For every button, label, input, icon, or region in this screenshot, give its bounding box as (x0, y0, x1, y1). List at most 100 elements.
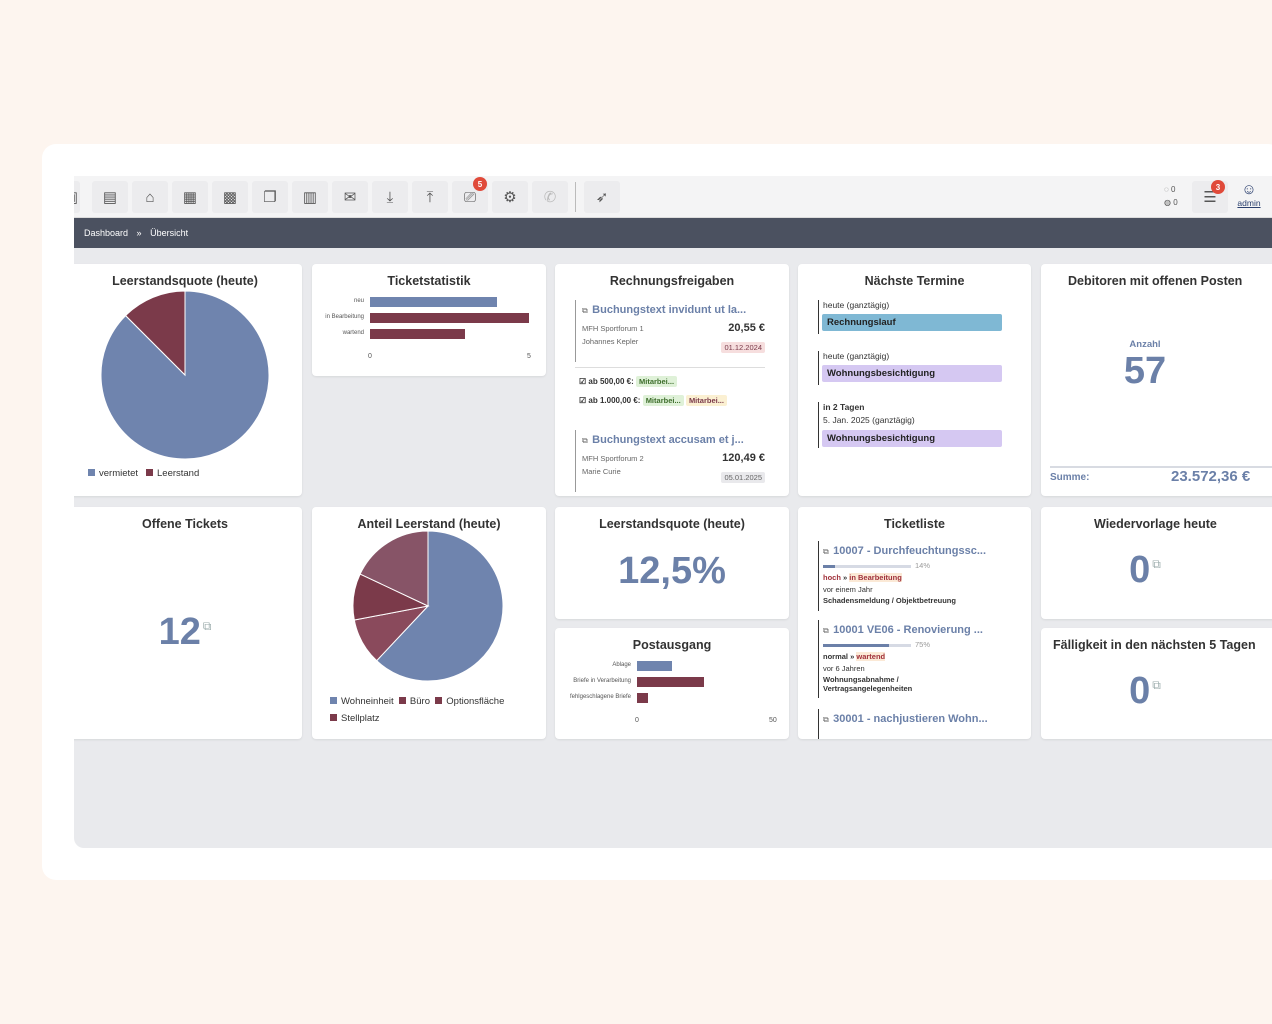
sum-label: Summe: (1050, 472, 1090, 483)
termin-item[interactable]: in 2 Tagen 5. Jan. 2025 (ganztägig) Wohn… (818, 402, 1004, 448)
divider (1050, 466, 1272, 468)
download-icon[interactable]: ⤓ (372, 181, 408, 213)
ticket-title[interactable]: 30001 - nachjustieren Wohn... (833, 713, 988, 725)
legend-buero: Büro (409, 696, 430, 707)
user-icon: ☺ (1241, 181, 1257, 198)
calendar-icon[interactable]: ▦ (172, 181, 208, 213)
card-wiedervorlage: Wiedervorlage heute 0 ⧉ (1041, 507, 1272, 619)
progress-fill (823, 644, 889, 647)
pie-chart-leerstand (100, 290, 270, 460)
card-anteil-leerstand: Anteil Leerstand (heute) Wohneinheit Bür… (312, 507, 546, 739)
bar-label: Ablage (612, 662, 631, 668)
invoice-object: MFH Sportforum 1 (582, 324, 644, 333)
bar-neu[interactable] (370, 297, 498, 307)
offene-tickets-value[interactable]: 12 ⧉ (74, 611, 302, 654)
pie-legend: vermietet Leerstand (88, 468, 199, 479)
bar-briefe-in-verarbeitung[interactable] (637, 677, 704, 687)
presence-counters[interactable]: ◌ 0 ◍ 0 (1164, 183, 1178, 209)
chat-icon: ◌ (1164, 185, 1169, 194)
bar-label: wartend (342, 330, 364, 336)
ticket-progress: 14% (823, 561, 1028, 571)
ticket-item[interactable]: ⧉ 10007 - Durchfeuchtungssc... 14% hoch … (818, 541, 1028, 611)
approval-row: ☑ ab 500,00 €: Mitarbei... (579, 376, 678, 387)
wiedervorlage-value[interactable]: 0 ⧉ (1041, 549, 1249, 592)
upload-icon[interactable]: ⤒ (412, 181, 448, 213)
breadcrumb-dashboard[interactable]: Dashboard (84, 228, 129, 238)
external-link-icon[interactable]: ⧉ (202, 619, 212, 634)
user-group-icon: ◍ (1164, 198, 1171, 207)
card-postausgang: Postausgang Ablage Briefe in Verarbeitung… (555, 628, 789, 739)
rocket-icon[interactable]: ➶ (584, 181, 620, 213)
messages-badge: 3 (1211, 180, 1225, 194)
legend-swatch-leerstand (146, 469, 153, 476)
pie-slice-leerstand[interactable] (124, 290, 186, 377)
gear-icon[interactable]: ⚙ (492, 181, 528, 213)
legend-swatch (330, 697, 337, 704)
card-title: Leerstandsquote (heute) (112, 274, 258, 288)
termin-item[interactable]: heute (ganztägig) Wohnungsbesichtigung (818, 351, 1004, 385)
invoice-date: 05.01.2025 (721, 472, 765, 483)
checkbox-icon[interactable]: ☑ (579, 396, 587, 405)
ticket-age: vor 6 Jahren (823, 664, 865, 673)
ticket-title[interactable]: 10001 VE06 - Renovierung ... (833, 624, 983, 636)
invoice-title[interactable]: Buchungstext accusam et j... (592, 434, 744, 446)
invoice-item[interactable]: ⧉ Buchungstext invidunt ut la... MFH Spo… (575, 300, 765, 362)
card-title: Ticketliste (884, 517, 945, 531)
card-title: Debitoren mit offenen Posten (1068, 274, 1243, 288)
bar-label: neu (353, 298, 364, 304)
bar-in-bearbeitung[interactable] (370, 313, 529, 323)
termin-when: in 2 Tagen (823, 402, 865, 412)
invoice-title[interactable]: Buchungstext invidunt ut la... (592, 304, 747, 316)
toolbar-divider (575, 182, 576, 212)
approval-threshold: ab 1.000,00 €: (588, 396, 641, 405)
ticket-status: in Bearbeitung (849, 573, 902, 582)
app-window: ▣ ▤ ⌂ ▦ ▩ ❐ ▥ ✉ ⤓ ⤒ ⎚ 5 ⚙ ✆ ➶ ◌ 0 ◍ 0 ☰ … (74, 176, 1272, 848)
bar-ablage[interactable] (637, 661, 672, 671)
legend-optionsflaeche: Optionsfläche (446, 696, 505, 707)
ticket-category: Schadensmeldung / Objektbetreuung (823, 596, 956, 605)
grid-icon[interactable]: ▩ (212, 181, 248, 213)
mail-icon[interactable]: ✉ (332, 181, 368, 213)
documents-icon[interactable]: ❐ (252, 181, 288, 213)
chart-icon[interactable]: ▥ (292, 181, 328, 213)
phone-icon[interactable]: ✆ (532, 181, 568, 213)
checkbox-icon[interactable]: ☑ (579, 377, 587, 386)
ticket-item[interactable]: ⧉ 10001 VE06 - Renovierung ... 75% norma… (818, 620, 1024, 698)
approval-row: ☑ ab 1.000,00 €: Mitarbei... Mitarbei... (579, 395, 727, 406)
invoice-date: 01.12.2024 (721, 342, 765, 353)
ticket-age: vor einem Jahr (823, 585, 873, 594)
termin-when: heute (ganztägig) (823, 300, 890, 310)
card-debitoren: Debitoren mit offenen Posten Anzahl 57 S… (1041, 264, 1272, 496)
approver-tag: Mitarbei... (642, 395, 684, 406)
user-menu[interactable]: ☺ admin (1232, 181, 1266, 209)
logo-icon[interactable]: ▣ (74, 181, 80, 213)
termin-date: 5. Jan. 2025 (ganztägig) (823, 415, 915, 425)
ticket-title[interactable]: 10007 - Durchfeuchtungssc... (833, 545, 986, 557)
external-link-icon[interactable]: ⧉ (1152, 678, 1161, 693)
invoice-amount: 120,49 € (722, 452, 765, 464)
termin-item[interactable]: heute (ganztägig) Rechnungslauf (818, 300, 1004, 334)
contacts-icon[interactable]: ▤ (92, 181, 128, 213)
card-rechnungsfreigaben: Rechnungsfreigaben ⧉ Buchungstext invidu… (555, 264, 789, 496)
debitoren-count[interactable]: 57 (1123, 350, 1167, 392)
home-icon[interactable]: ⌂ (132, 181, 168, 213)
external-link-icon[interactable]: ⧉ (1152, 557, 1161, 572)
invoice-item[interactable]: ⧉ Buchungstext accusam et j... MFH Sport… (575, 430, 765, 492)
legend-vermietet: vermietet (99, 468, 139, 479)
legend-leerstand: Leerstand (157, 468, 200, 479)
faelligkeit-value[interactable]: 0 ⧉ (1041, 670, 1249, 713)
bar-fehlgeschlagene-briefe[interactable] (637, 693, 648, 703)
axis-tick-label: 0 (635, 717, 639, 724)
value-text: 12 (158, 611, 201, 653)
breadcrumb-overview[interactable]: Übersicht (150, 228, 189, 238)
counter-b: 0 (1173, 198, 1178, 207)
card-title: Rechnungsfreigaben (609, 274, 735, 288)
legend-stellplatz: Stellplatz (341, 713, 380, 724)
axis-tick-label: 50 (769, 717, 777, 724)
card-title: Postausgang (632, 638, 712, 652)
pie-slice-wohneinheit[interactable] (375, 531, 504, 682)
bar-label: Briefe in Verarbeitung (573, 678, 631, 684)
ticket-item[interactable]: ⧉ 30001 - nachjustieren Wohn... (818, 709, 1024, 739)
bar-wartend[interactable] (370, 329, 466, 339)
pie-slice-stellplatz[interactable] (359, 531, 429, 607)
